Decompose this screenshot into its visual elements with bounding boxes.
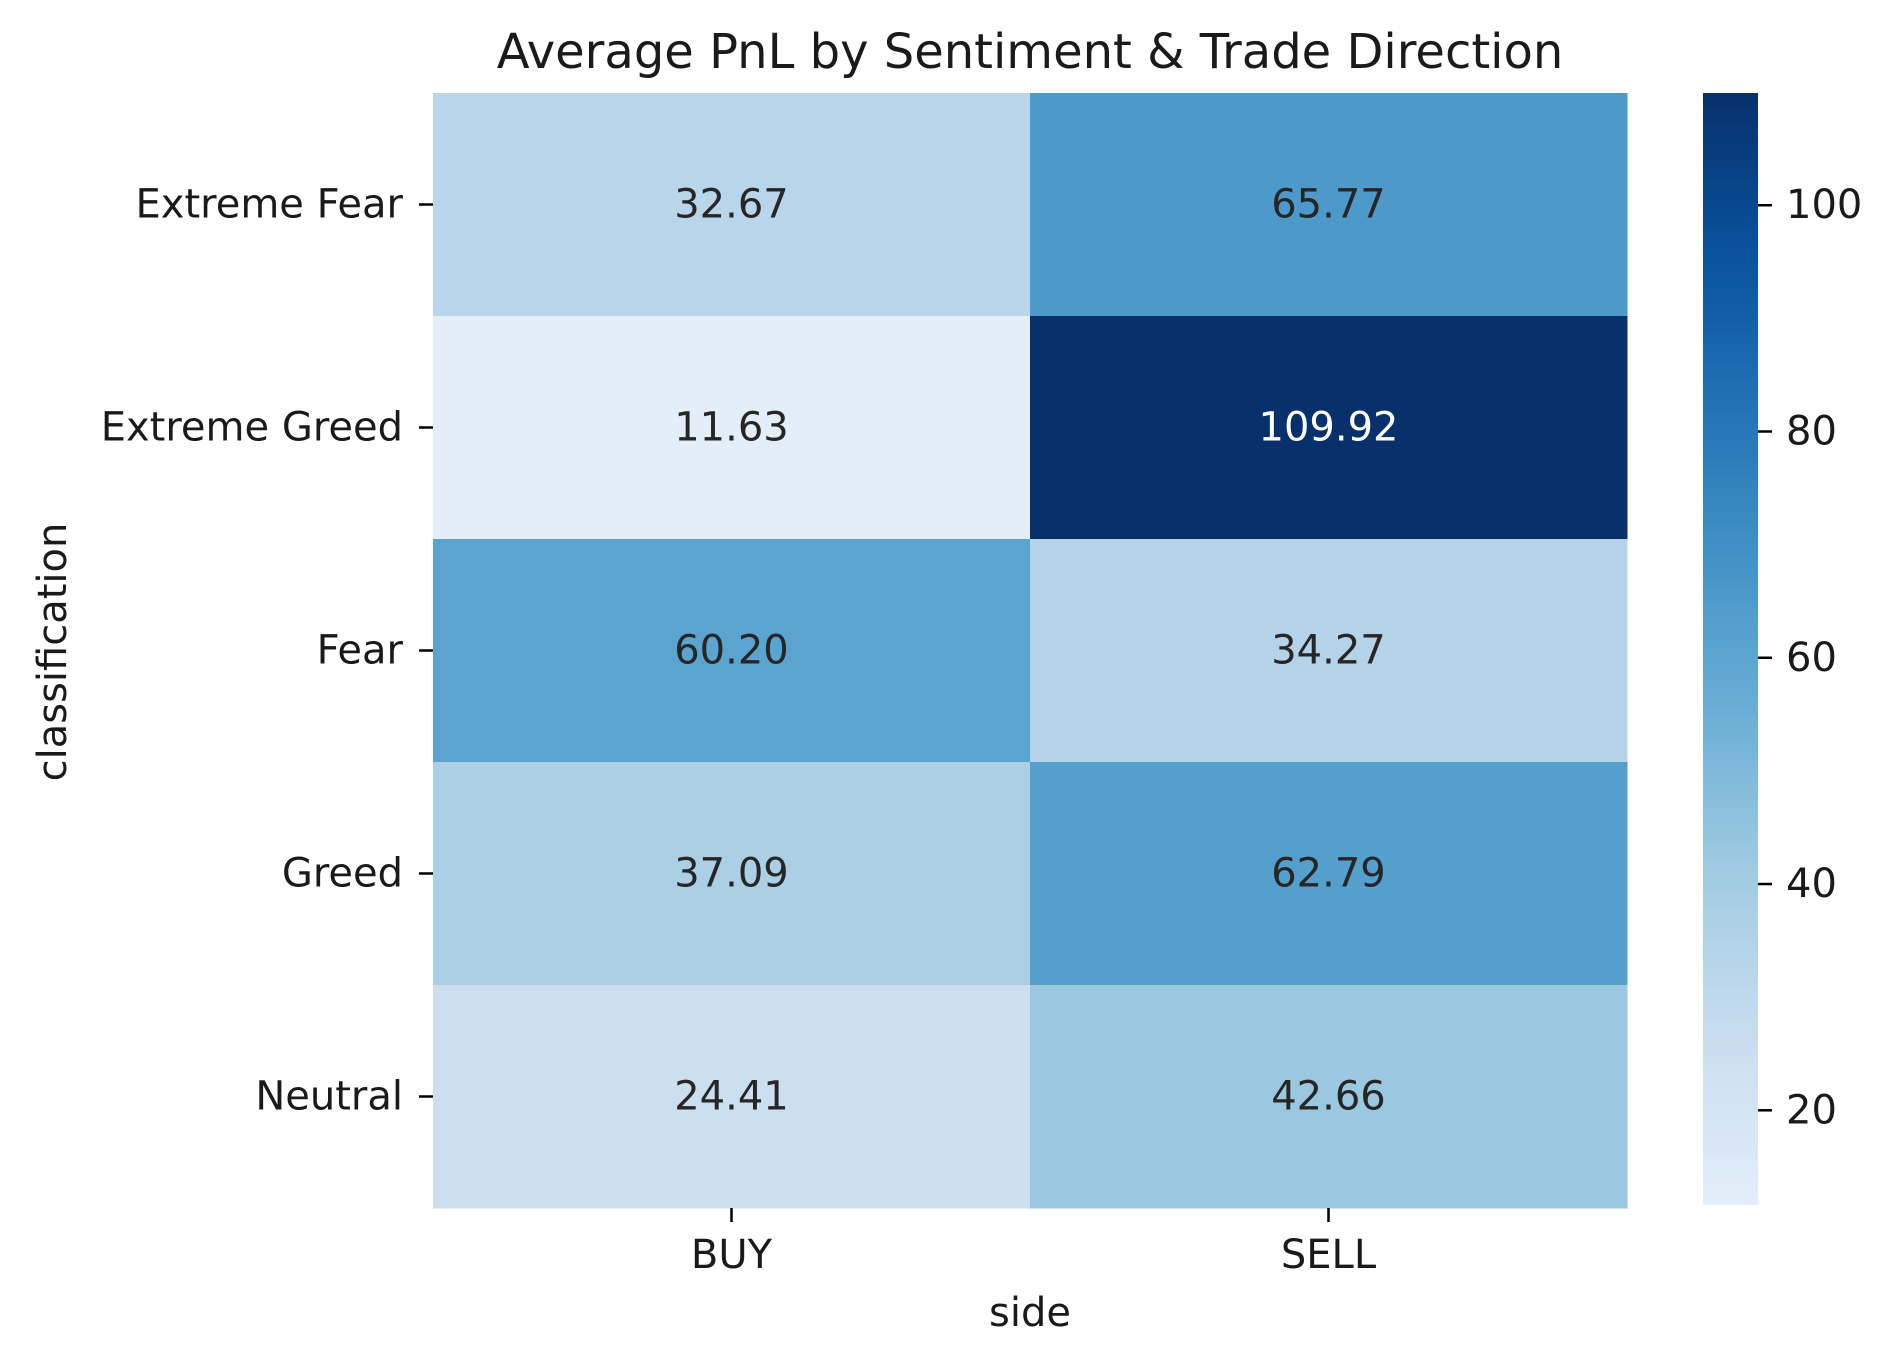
colorbar-ticks: 20 40 60 80 100: [1758, 182, 1862, 1133]
y-tick-label: Extreme Fear: [136, 182, 404, 228]
cell-value-label: 37.09: [674, 851, 789, 897]
heatmap-cell: [1030, 316, 1628, 540]
cell-value-label: 42.66: [1271, 1074, 1386, 1120]
heatmap-cell: [1030, 762, 1628, 986]
heatmap-cell: [1030, 985, 1628, 1209]
cell-value-label: 109.92: [1259, 405, 1399, 451]
heatmap-cells: [433, 93, 1628, 1209]
y-axis-label: classification: [30, 523, 76, 782]
colorbar-gradient: [1703, 93, 1758, 1205]
heatmap-cell: [433, 985, 1031, 1209]
cell-value-label: 62.79: [1271, 851, 1386, 897]
y-tick-label: Neutral: [255, 1074, 403, 1120]
y-tick-label: Extreme Greed: [101, 405, 403, 451]
heatmap-cell: [433, 93, 1031, 317]
y-tick-label: Fear: [317, 628, 404, 674]
heatmap-cell: [433, 316, 1031, 540]
x-tick-label: SELL: [1281, 1232, 1377, 1278]
heatmap-cell: [1030, 93, 1628, 317]
cell-value-label: 11.63: [674, 405, 789, 451]
colorbar-tick-label: 100: [1786, 182, 1862, 228]
heatmap-cell: [433, 539, 1031, 763]
x-axis-label: side: [989, 1290, 1071, 1336]
heatmap-cell: [1030, 539, 1628, 763]
cell-value-label: 34.27: [1271, 628, 1386, 674]
colorbar-tick-label: 40: [1786, 861, 1837, 907]
colorbar-tick-label: 60: [1786, 635, 1837, 681]
cell-value-label: 60.20: [674, 628, 789, 674]
heatmap-cell: [433, 762, 1031, 986]
colorbar: 20 40 60 80 100: [1703, 93, 1862, 1205]
chart-title: Average PnL by Sentiment & Trade Directi…: [497, 24, 1564, 80]
x-tick-label: BUY: [691, 1232, 773, 1278]
colorbar-tick-label: 20: [1786, 1087, 1837, 1133]
cell-value-label: 65.77: [1271, 182, 1386, 228]
x-axis: BUY SELL: [691, 1208, 1377, 1278]
y-axis: Extreme Fear Extreme Greed Fear Greed Neutra…: [101, 182, 433, 1120]
colorbar-tick-label: 80: [1786, 408, 1837, 454]
cell-value-label: 32.67: [674, 182, 789, 228]
heatmap-cell-labels: 32.67 65.77 11.63 109.92 60.20 34.27 37.09 62.7…: [674, 182, 1398, 1120]
y-tick-label: Greed: [282, 851, 403, 897]
cell-value-label: 24.41: [674, 1074, 789, 1120]
